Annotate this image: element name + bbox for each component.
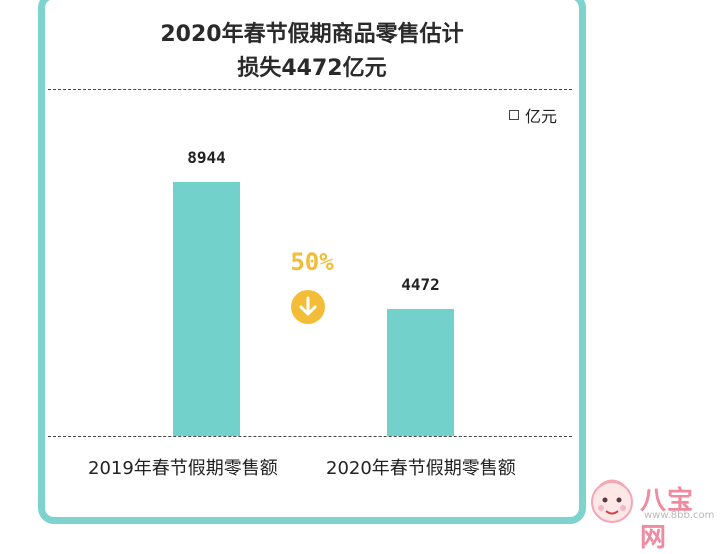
bar-2020: [387, 309, 454, 436]
bar-value-label: 4472: [401, 275, 440, 294]
category-label-2020: 2020年春节假期零售额: [326, 458, 516, 479]
watermark-url: www.8bb.com: [644, 510, 715, 521]
baseline-divider: [48, 436, 572, 437]
unit-label: 亿元: [525, 107, 558, 126]
down-arrow-icon: [291, 290, 325, 324]
bar-2019: [173, 182, 240, 436]
chart-title-line2: 损失4472亿元: [237, 56, 387, 81]
chart-title-line1: 2020年春节假期商品零售估计: [160, 22, 464, 47]
category-label-2019: 2019年春节假期零售额: [88, 458, 278, 479]
bar-value-label: 8944: [187, 148, 226, 167]
unit-legend: 亿元: [509, 103, 557, 127]
change-percent-label: 50%: [290, 248, 334, 276]
top-divider: [48, 89, 572, 90]
legend-square-icon: [509, 110, 519, 120]
site-logo: [591, 479, 633, 523]
